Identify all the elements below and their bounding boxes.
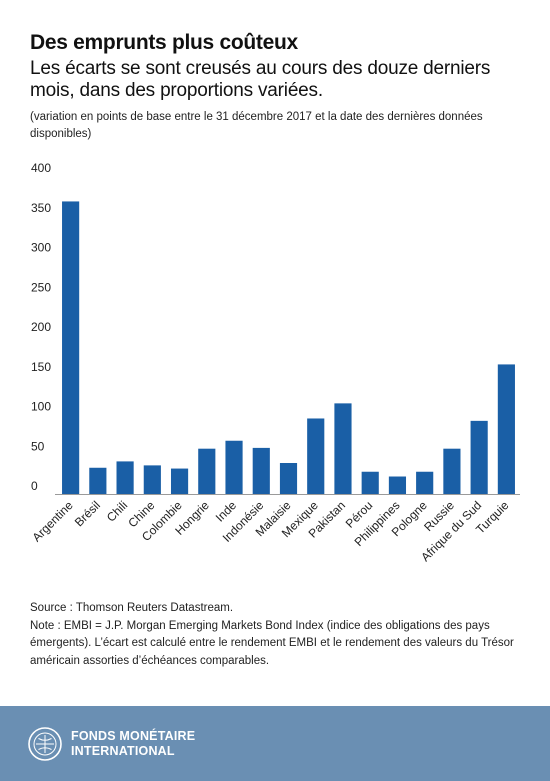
chart-units-note: (variation en points de base entre le 31… — [30, 111, 483, 140]
chart-header: Des emprunts plus coûteux Les écarts se … — [30, 30, 530, 143]
bar — [470, 420, 488, 494]
chart-subtitle: Les écarts se sont creusés au cours des … — [30, 58, 491, 101]
bar — [62, 201, 80, 494]
x-tick-label: Brésil — [72, 498, 103, 529]
footer-band: FONDS MONÉTAIRE INTERNATIONAL — [0, 706, 550, 781]
y-tick-label: 350 — [31, 201, 51, 215]
bar — [89, 467, 107, 494]
chart-title: Des emprunts plus coûteux — [30, 31, 298, 54]
bar — [361, 471, 379, 494]
bar — [143, 465, 161, 494]
y-tick-label: 400 — [31, 161, 51, 175]
y-tick-label: 250 — [31, 280, 51, 294]
y-tick-label: 50 — [31, 439, 45, 453]
bar — [443, 448, 461, 494]
x-tick-label: Argentine — [30, 498, 76, 544]
bar — [225, 440, 243, 494]
y-tick-label: 300 — [31, 241, 51, 255]
y-tick-label: 200 — [31, 320, 51, 334]
imf-wordmark: FONDS MONÉTAIRE INTERNATIONAL — [71, 729, 195, 759]
bar — [388, 476, 407, 494]
source-note: Source : Thomson Reuters Datastream. — [30, 602, 234, 614]
definition-note: Note : EMBI = J.P. Morgan Emerging Marke… — [30, 619, 514, 667]
bar — [198, 448, 216, 494]
imf-wordmark-line2: INTERNATIONAL — [71, 744, 175, 758]
footer-notes: Source : Thomson Reuters Datastream. Not… — [30, 600, 525, 670]
imf-seal-icon — [28, 727, 62, 761]
bar — [252, 447, 270, 494]
bar — [497, 364, 515, 494]
bar — [334, 403, 352, 494]
y-tick-label: 150 — [31, 360, 51, 374]
bar — [170, 468, 189, 494]
y-tick-label: 0 — [31, 479, 38, 493]
imf-wordmark-line1: FONDS MONÉTAIRE — [71, 729, 196, 743]
bar — [307, 418, 325, 494]
bar — [279, 463, 298, 494]
y-tick-label: 100 — [31, 400, 51, 414]
bar — [116, 461, 134, 494]
bar — [416, 471, 434, 494]
